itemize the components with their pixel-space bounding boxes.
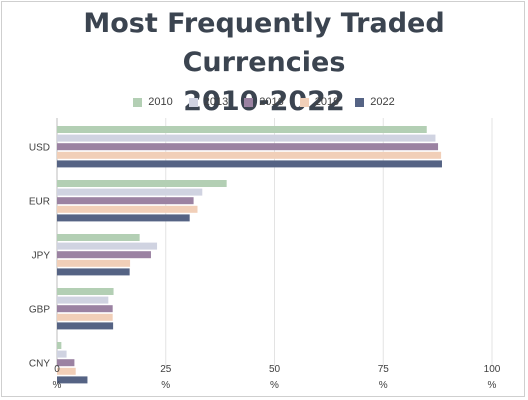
bar-JPY-2022: [57, 268, 130, 276]
legend-swatch: [133, 97, 143, 107]
bar-GBP-2016: [57, 305, 113, 313]
chart-title-line-2: 2010-2022: [183, 86, 345, 117]
bar-JPY-2010: [57, 234, 140, 241]
category-label-JPY: JPY: [32, 251, 51, 262]
bar-USD-2016: [57, 143, 439, 151]
legend-label: 2010: [148, 96, 173, 108]
legend-swatch: [355, 97, 365, 107]
bar-CNY-2016: [57, 359, 75, 367]
legend-label: 2022: [370, 96, 395, 108]
legend-swatch: [299, 97, 309, 107]
x-tick-unit: %: [270, 380, 279, 391]
bar-CNY-2010: [57, 342, 62, 349]
legend-label: 2013: [203, 96, 229, 108]
bar-GBP-2022: [57, 322, 114, 330]
bar-EUR-2022: [57, 214, 190, 222]
bar-USD-2019: [57, 151, 442, 159]
x-tick-label: 0: [54, 364, 60, 375]
x-tick-label: 25: [160, 364, 172, 375]
category-label-CNY: CNY: [29, 359, 50, 370]
legend-item-2016: 2016: [244, 96, 284, 108]
x-tick-label: 50: [269, 364, 281, 375]
chart-title-line-1: Most Frequently Traded Currencies: [83, 8, 445, 78]
chart-title: Most Frequently Traded Currencies 2010-2…: [0, 4, 528, 121]
category-label-EUR: EUR: [29, 197, 50, 208]
legend-item-2022: 2022: [355, 96, 395, 108]
legend-item-2019: 2019: [299, 96, 340, 108]
bar-EUR-2010: [57, 180, 227, 187]
bar-EUR-2013: [57, 188, 203, 196]
x-tick-unit: %: [379, 380, 388, 391]
bar-EUR-2019: [57, 205, 198, 213]
legend-label: 2016: [259, 96, 284, 108]
bar-JPY-2013: [57, 242, 158, 250]
bar-JPY-2016: [57, 251, 151, 259]
x-tick-unit: %: [488, 380, 497, 391]
bar-USD-2013: [57, 134, 436, 142]
bar-USD-2010: [57, 126, 427, 133]
x-tick-label: 75: [378, 364, 390, 375]
legend-item-2013: 2013: [188, 96, 229, 108]
category-label-GBP: GBP: [29, 305, 50, 316]
bar-CNY-2013: [57, 350, 67, 358]
bar-JPY-2019: [57, 259, 131, 267]
bar-CNY-2022: [57, 376, 88, 384]
legend-swatch: [188, 97, 198, 107]
bar-GBP-2013: [57, 296, 109, 304]
legend-label: 2019: [314, 96, 340, 108]
legend-item-2010: 2010: [133, 96, 173, 108]
bar-USD-2022: [57, 160, 442, 168]
legend-swatch: [244, 97, 254, 107]
bar-GBP-2010: [57, 288, 114, 295]
x-tick-label: 100: [484, 364, 501, 375]
bar-CNY-2019: [57, 367, 76, 375]
bar-EUR-2016: [57, 197, 194, 205]
bar-GBP-2019: [57, 313, 113, 321]
x-tick-unit: %: [53, 380, 62, 391]
category-label-USD: USD: [29, 143, 50, 154]
x-tick-unit: %: [161, 380, 170, 391]
chart-legend: 2010 2013 2016 2019 2022: [0, 96, 528, 108]
